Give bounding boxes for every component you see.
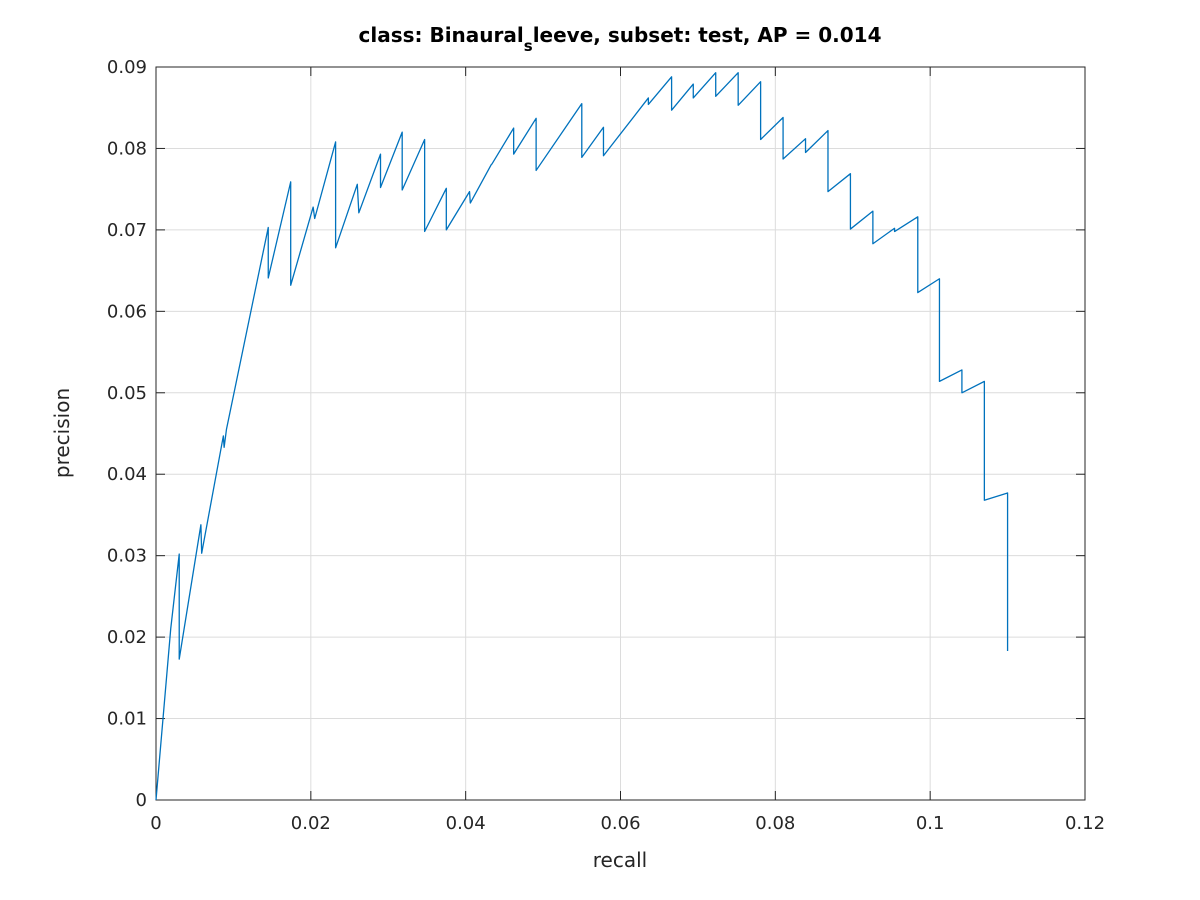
x-tick-label: 0.06 (600, 813, 640, 834)
y-tick-label: 0.03 (107, 546, 147, 567)
x-tick-label: 0.12 (1065, 813, 1105, 834)
x-axis-label: recall (593, 848, 647, 872)
y-tick-labels: 0 0.01 0.02 0.03 0.04 0.05 0.06 0.07 0.08 0.09 (107, 57, 147, 811)
y-tick-label: 0.01 (107, 709, 147, 730)
y-tick-label: 0 (136, 790, 147, 811)
y-tick-label: 0.02 (107, 627, 147, 648)
series-layer (155, 72, 1009, 801)
y-tick-label: 0.08 (107, 138, 147, 159)
y-tick-label: 0.05 (107, 383, 147, 404)
chart-title-suffix: leeve, subset: test, AP = 0.014 (533, 23, 882, 47)
x-tick-label: 0.08 (755, 813, 795, 834)
chart-title-prefix: class: Binaural (358, 23, 523, 47)
x-tick-label: 0.02 (291, 813, 331, 834)
y-tick-label: 0.06 (107, 301, 147, 322)
y-tick-label: 0.04 (107, 464, 147, 485)
x-tick-label: 0 (150, 813, 161, 834)
x-tick-label: 0.1 (916, 813, 945, 834)
chart-title: class: Binauralsleeve, subset: test, AP … (358, 23, 881, 55)
chart-title-subscript: s (524, 37, 533, 55)
x-tick-label: 0.04 (446, 813, 486, 834)
tick-marks (155, 66, 1086, 801)
y-axis-label: precision (50, 388, 74, 478)
y-tick-label: 0.09 (107, 57, 147, 78)
grid-lines (155, 66, 1086, 801)
x-tick-labels: 0 0.02 0.04 0.06 0.08 0.1 0.12 (150, 813, 1105, 834)
y-tick-label: 0.07 (107, 220, 147, 241)
precision-recall-line (155, 72, 1009, 801)
